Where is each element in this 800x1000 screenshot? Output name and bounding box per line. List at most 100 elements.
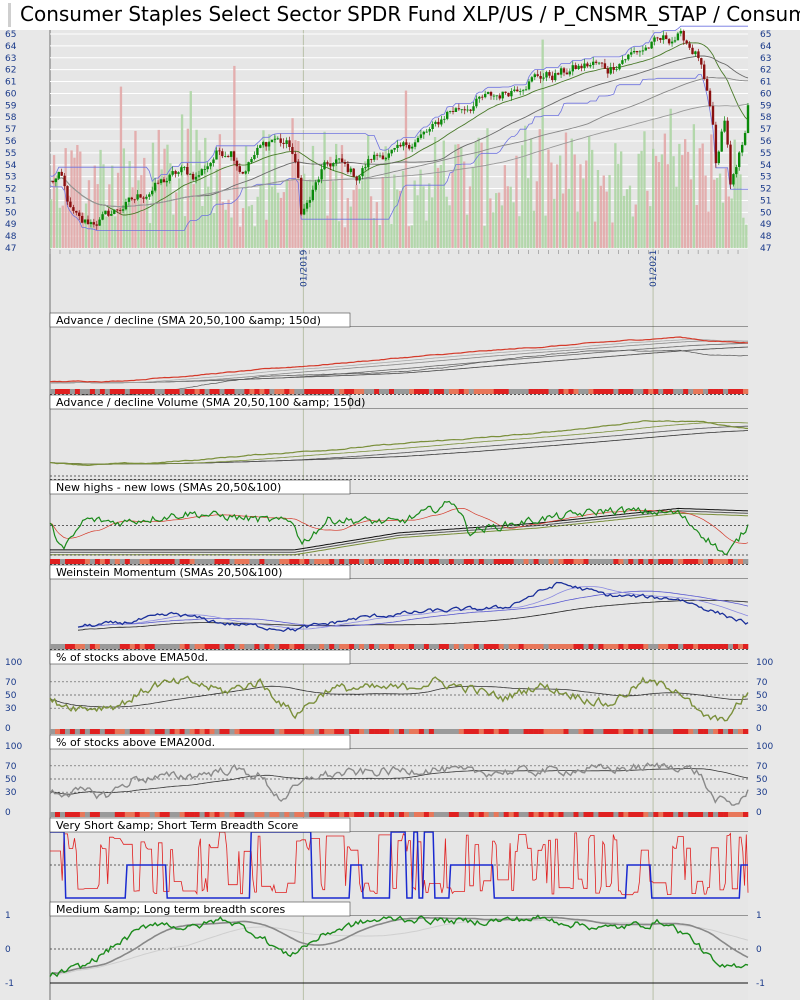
signal-strip-cell [433, 729, 440, 734]
signal-strip-cell [643, 644, 649, 649]
volume-bar [622, 195, 626, 248]
volume-bar [428, 183, 431, 248]
volume-bar [416, 195, 419, 248]
volume-bar [698, 148, 701, 248]
volume-bar [192, 184, 195, 248]
volume-bar [253, 226, 256, 248]
signal-strip-cell [433, 389, 440, 394]
signal-strip-cell [428, 644, 435, 649]
volume-bar [160, 169, 163, 248]
volume-bar [483, 225, 486, 248]
signal-strip-cell [723, 644, 729, 649]
volume-bar [445, 196, 448, 248]
candle-body [679, 31, 682, 34]
signal-strip-cell [653, 389, 659, 394]
signal-strip-cell [149, 812, 155, 817]
signal-strip-cell [309, 812, 315, 817]
panel-ytick-left: 0 [5, 808, 11, 818]
signal-strip-cell [728, 812, 734, 817]
signal-strip-cell [503, 389, 509, 394]
signal-strip-cell [558, 559, 564, 564]
volume-bar [492, 212, 495, 248]
signal-strip-cell [573, 729, 579, 734]
signal-strip-cell [99, 644, 106, 649]
signal-strip-cell [409, 389, 415, 394]
candle-body [402, 142, 405, 147]
volume-bar [556, 164, 559, 248]
signal-strip-cell [279, 644, 285, 649]
signal-strip-cell [518, 729, 524, 734]
candle-body [597, 62, 601, 64]
signal-strip-cell [418, 812, 425, 817]
signal-strip-cell [723, 812, 729, 817]
candle-body [670, 41, 674, 44]
volume-bar [643, 131, 646, 248]
signal-strip-cell [423, 729, 430, 734]
signal-strip-cell [448, 729, 455, 734]
candle-body [107, 210, 110, 216]
price-ytick-left: 64 [5, 42, 17, 52]
signal-strip-cell [209, 559, 215, 564]
signal-strip-cell [299, 389, 305, 394]
signal-strip-cell [249, 729, 255, 734]
candle-body [189, 173, 192, 175]
signal-strip-cell [239, 812, 245, 817]
signal-strip-cell [229, 812, 235, 817]
candle-body [413, 142, 417, 147]
signal-strip-cell [134, 559, 141, 564]
signal-strip-cell [84, 644, 91, 649]
volume-bar [570, 138, 573, 248]
candle-body [162, 179, 166, 183]
candle-body [615, 69, 618, 70]
signal-strip-cell [588, 644, 594, 649]
signal-strip-cell [249, 644, 255, 649]
volume-bar [518, 216, 521, 248]
candle-body [244, 171, 247, 174]
signal-strip-cell [234, 729, 240, 734]
volume-bar [585, 160, 588, 248]
signal-strip-cell [533, 812, 539, 817]
candle-body [203, 169, 206, 170]
volume-bar [608, 175, 611, 248]
signal-strip-cell [633, 389, 639, 394]
signal-strip-cell [543, 729, 549, 734]
volume-bar [561, 193, 565, 248]
signal-strip-cell [124, 644, 131, 649]
signal-strip-cell [214, 389, 220, 394]
signal-strip-cell [329, 729, 335, 734]
signal-strip-cell [698, 389, 704, 394]
panel-title: New highs - new lows (SMAs 20,50&100) [56, 481, 281, 494]
price-ytick-left: 53 [5, 173, 16, 183]
panel-ytick-right: 0 [756, 945, 762, 955]
signal-strip-cell [618, 729, 624, 734]
signal-strip-cell [414, 729, 420, 734]
ad-sma-50 [49, 340, 749, 384]
signal-strip-cell [214, 812, 220, 817]
signal-strip-cell [94, 729, 101, 734]
volume-bar [660, 154, 664, 248]
candle-body [337, 158, 341, 160]
signal-strip-cell [688, 559, 694, 564]
signal-strip-cell [478, 644, 485, 649]
candle-body [80, 216, 84, 223]
signal-strip-cell [743, 812, 749, 817]
candle-body [732, 174, 735, 185]
signal-strip-cell [174, 644, 180, 649]
signal-strip-cell [508, 389, 514, 394]
signal-strip-cell [329, 644, 335, 649]
signal-strip-cell [493, 389, 499, 394]
signal-strip-cell [179, 644, 185, 649]
title-accent [8, 3, 11, 27]
candle-body [127, 197, 131, 202]
candle-body [384, 157, 388, 160]
volume-bar [684, 139, 687, 248]
signal-strip-cell [234, 389, 240, 394]
signal-strip-cell [384, 729, 390, 734]
candle-body [609, 67, 612, 74]
candle-body [294, 154, 297, 162]
signal-strip-cell [623, 644, 629, 649]
signal-strip-cell [169, 812, 175, 817]
signal-strip-cell [194, 389, 200, 394]
signal-strip-cell [658, 559, 664, 564]
breadth-score-panel [50, 831, 749, 899]
